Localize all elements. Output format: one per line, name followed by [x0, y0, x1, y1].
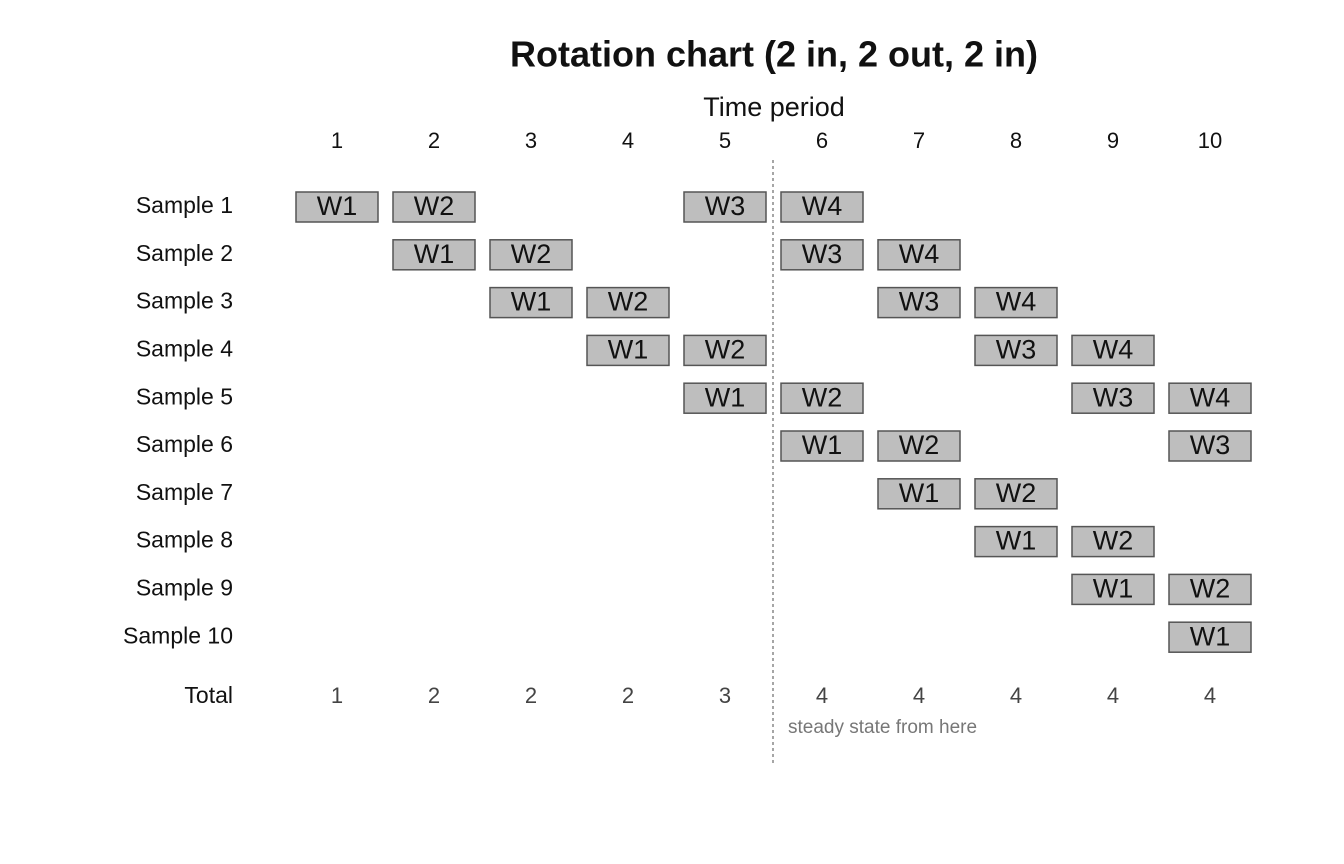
total-value: 4 — [1010, 683, 1022, 708]
total-value: 4 — [816, 683, 828, 708]
wave-box — [683, 191, 767, 223]
total-value: 2 — [622, 683, 634, 708]
wave-box — [974, 478, 1058, 510]
wave-label: W1 — [899, 478, 940, 508]
total-value: 4 — [1204, 683, 1216, 708]
wave-box — [974, 334, 1058, 367]
total-value: 4 — [913, 683, 925, 708]
wave-box — [974, 286, 1058, 319]
wave-box — [780, 382, 864, 414]
wave-box — [1168, 621, 1252, 653]
title: Rotation chart (2 in, 2 out, 2 in) — [510, 34, 1038, 75]
wave-label: W2 — [996, 478, 1037, 508]
wave-label: W1 — [705, 382, 746, 412]
wave-label: W2 — [899, 430, 940, 460]
wave-box — [1071, 382, 1155, 414]
period-label: 10 — [1198, 128, 1222, 153]
wave-label: W3 — [996, 335, 1037, 365]
wave-box — [683, 334, 767, 367]
row-label: Sample 6 — [136, 431, 233, 457]
wave-box — [1071, 525, 1155, 558]
period-label: 7 — [913, 128, 925, 153]
wave-box — [1168, 382, 1252, 414]
period-label: 9 — [1107, 128, 1119, 153]
period-label: 1 — [331, 128, 343, 153]
period-label: 3 — [525, 128, 537, 153]
wave-label: W1 — [802, 430, 843, 460]
wave-box — [780, 191, 864, 223]
row-label: Sample 9 — [136, 574, 233, 600]
wave-label: W4 — [899, 239, 940, 269]
wave-label: W2 — [1190, 574, 1231, 604]
wave-label: W4 — [1190, 382, 1231, 412]
wave-label: W2 — [1093, 526, 1134, 556]
wave-box — [295, 191, 379, 223]
row-label: Sample 10 — [123, 622, 233, 648]
annotation: steady state from here — [788, 717, 977, 738]
wave-box — [1168, 430, 1252, 462]
wave-box — [392, 239, 476, 271]
wave-box — [974, 525, 1058, 558]
total-value: 2 — [428, 683, 440, 708]
wave-box — [877, 478, 961, 510]
period-label: 6 — [816, 128, 828, 153]
wave-label: W3 — [802, 239, 843, 269]
row-label: Sample 3 — [136, 288, 233, 314]
wave-box — [586, 334, 670, 367]
axis-title: Time period — [703, 92, 845, 122]
wave-box — [1168, 573, 1252, 606]
wave-box — [586, 286, 670, 319]
wave-label: W3 — [1190, 430, 1231, 460]
period-label: 4 — [622, 128, 634, 153]
wave-box — [877, 286, 961, 319]
row-label: Sample 5 — [136, 383, 233, 409]
period-label: 5 — [719, 128, 731, 153]
wave-box — [1071, 573, 1155, 606]
wave-label: W1 — [414, 239, 455, 269]
wave-box — [877, 430, 961, 462]
wave-label: W1 — [996, 526, 1037, 556]
row-label: Sample 2 — [136, 240, 233, 266]
wave-label: W2 — [608, 287, 649, 317]
wave-label: W3 — [1093, 382, 1134, 412]
wave-label: W1 — [511, 287, 552, 317]
wave-label: W1 — [608, 335, 649, 365]
total-value: 3 — [719, 683, 731, 708]
wave-label: W2 — [705, 335, 746, 365]
period-label: 8 — [1010, 128, 1022, 153]
wave-label: W2 — [414, 191, 455, 221]
total-value: 1 — [331, 683, 343, 708]
wave-box — [1071, 334, 1155, 367]
wave-label: W4 — [1093, 335, 1134, 365]
period-label: 2 — [428, 128, 440, 153]
wave-box — [780, 430, 864, 462]
wave-box — [489, 286, 573, 319]
wave-label: W3 — [899, 287, 940, 317]
wave-label: W2 — [802, 382, 843, 412]
wave-label: W2 — [511, 239, 552, 269]
wave-label: W4 — [996, 287, 1037, 317]
row-label: Sample 8 — [136, 527, 233, 553]
wave-box — [683, 382, 767, 414]
total-label: Total — [184, 682, 233, 708]
wave-label: W1 — [1190, 621, 1231, 651]
wave-label: W3 — [705, 191, 746, 221]
wave-label: W4 — [802, 191, 843, 221]
wave-box — [489, 239, 573, 271]
row-label: Sample 1 — [136, 192, 233, 218]
wave-box — [780, 239, 864, 271]
wave-label: W1 — [317, 191, 358, 221]
wave-box — [877, 239, 961, 271]
total-value: 4 — [1107, 683, 1119, 708]
wave-box — [392, 191, 476, 223]
row-label: Sample 4 — [136, 335, 233, 361]
row-label: Sample 7 — [136, 479, 233, 505]
total-value: 2 — [525, 683, 537, 708]
wave-label: W1 — [1093, 574, 1134, 604]
